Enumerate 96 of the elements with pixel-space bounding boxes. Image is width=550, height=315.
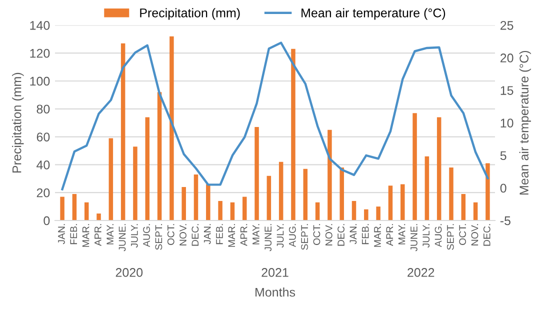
x-tick-label: SEPT. [155,224,162,250]
bar [461,194,466,220]
y-tick-label: 140 [30,21,50,30]
x-tick-label: JAN. [204,224,211,244]
bar [230,202,235,220]
x-tick-label: JUNE. [264,224,272,252]
x-tick-label: MAR. [228,224,235,247]
x-tick-label: JAN. [350,224,357,244]
x-tick-label: SEPT. [446,224,454,250]
bar [145,117,150,220]
x-tick-label: FEB. [70,224,77,244]
bar [449,167,454,220]
legend-label: Precipitation (mm) [140,8,240,20]
bar [424,156,430,220]
x-tick-label: APR. [94,224,102,246]
bar [400,184,405,220]
bar [182,187,186,220]
text: 2020 [116,268,143,277]
x-tick-label: DEC. [483,224,490,246]
bar [278,162,284,220]
x-tick-label: APR. [386,224,393,246]
bar [266,176,272,220]
bar [254,127,259,220]
bar [157,92,162,220]
y-tick-label: 100 [30,76,50,86]
y-tick-label: 80 [36,104,50,114]
bar [364,209,368,220]
bar [388,186,393,220]
bar [328,130,332,220]
bar [194,174,198,220]
y2-tick-label: 25 [500,21,514,30]
bar [412,113,417,220]
x-tick-label: AUG. [288,224,296,248]
bar [436,117,442,220]
bar [303,168,308,220]
legend-label: Mean air temperature (°C) [302,8,446,20]
x-tick-label: DEC. [338,224,344,246]
x-tick-label: OCT. [459,224,466,245]
bar [84,202,89,220]
bar [340,167,344,220]
x-tick-label: FEB. [216,224,223,244]
x-tick-label: MAY. [252,224,260,244]
bar [486,163,490,220]
text: 2022 [408,268,434,277]
bar [315,202,320,220]
bar [96,214,101,220]
x-tick-label: OCT. [313,224,320,245]
x-tick-label: MAR. [374,224,381,247]
bar [133,146,138,220]
bar [72,194,77,220]
y2-tick-label: 20 [500,54,514,62]
x-tick-label: APR. [240,224,248,246]
y2-tick-label: 0 [500,184,506,193]
x-tick-label: MAY. [106,224,114,244]
y2-tick-label: 15 [500,86,514,95]
x-tick-label: JUNE. [118,224,126,252]
bar [352,200,356,220]
bar [170,36,174,220]
x-tick-label: NOV. [325,224,332,246]
x-tick-label: DEC. [192,224,199,246]
x-tick-label: OCT. [167,224,174,245]
x-tick-label: SEPT. [301,224,308,250]
y-tick-label: 0 [44,216,50,226]
y2-tick-label: 10 [500,118,514,128]
bar [60,196,64,220]
y-axis-title: Precipitation (mm) [12,72,24,173]
bar [218,200,222,220]
text: 2021 [262,268,288,277]
x-tick-label: AUG. [434,224,442,248]
line-series [61,42,489,190]
x-tick-label: MAY. [398,224,406,244]
x-tick-label: NOV. [180,224,186,246]
x-tick-label: NOV. [471,224,478,246]
bar [473,202,478,220]
x-tick-label: AUG. [143,224,150,248]
bar [206,184,210,220]
bar [108,138,114,220]
x-tick-label: JULY. [131,224,138,248]
y-tick-label: 60 [36,132,50,142]
bar [376,206,380,220]
y2-axis-title: Mean air temperature (°C) [519,50,531,194]
x-tick-label: JUNE. [410,224,418,252]
y2-tick-label: 5 [500,151,506,160]
x-tick-label: JULY. [422,224,430,248]
y-tick-label: 40 [36,160,50,170]
x-tick-label: FEB. [362,224,369,244]
y-tick-label: 20 [36,188,50,198]
y-tick-label: 120 [30,48,50,58]
x-tick-label: MAR. [82,224,90,247]
y2-tick-label: -5 [500,216,510,226]
x-axis-title: Months [256,287,296,297]
bar [242,196,247,220]
x-tick-label: JAN. [58,224,65,244]
bar [291,48,296,220]
x-tick-label: JULY. [276,224,284,248]
bar [120,43,126,220]
